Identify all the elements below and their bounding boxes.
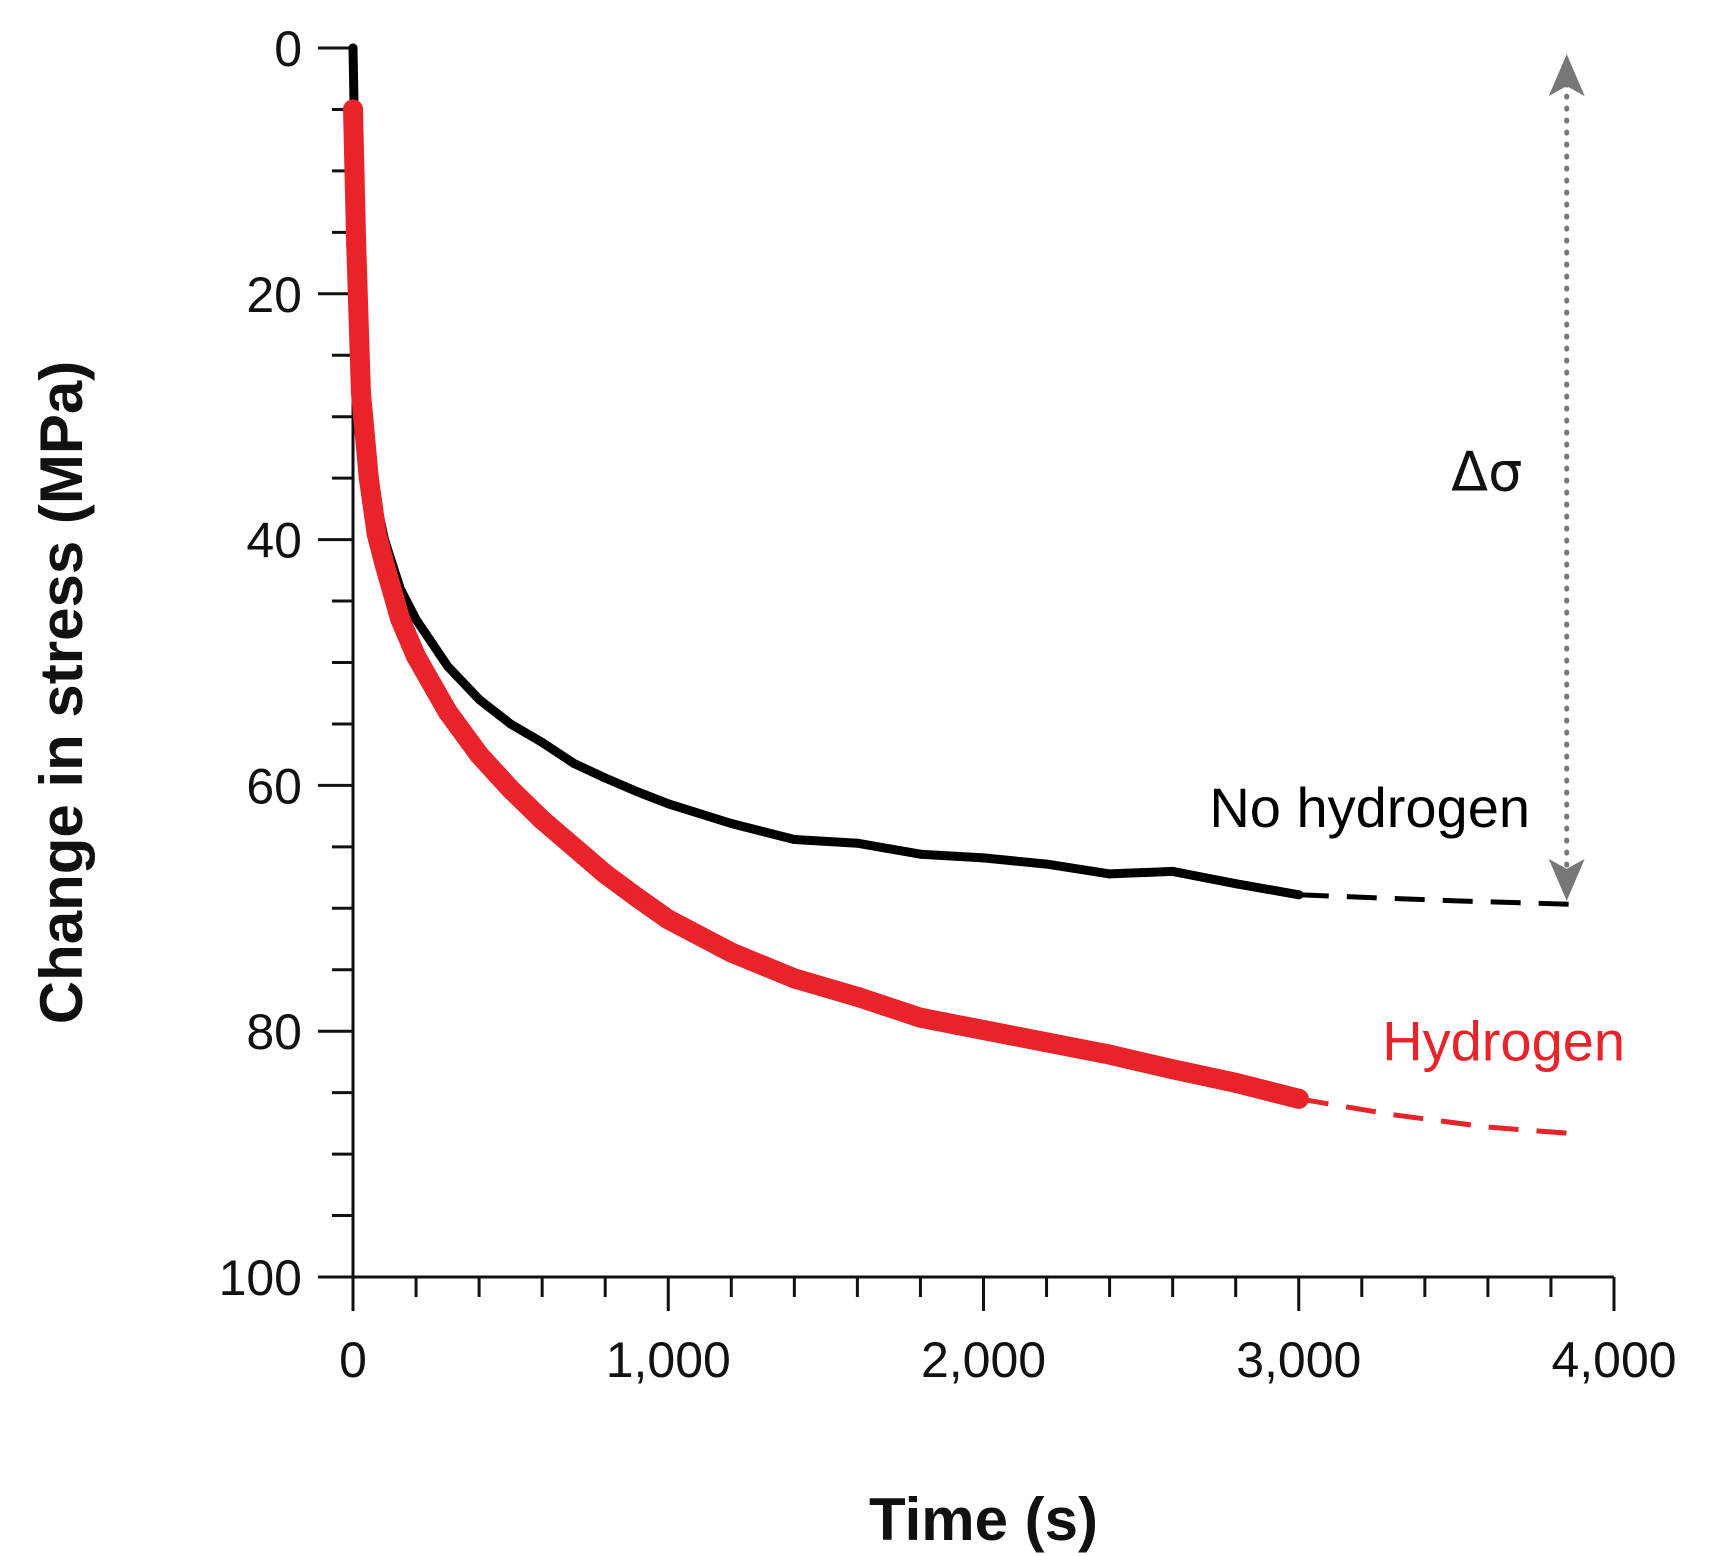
y-tick-label: 20 <box>246 267 302 323</box>
data-point-hydrogen <box>532 809 553 830</box>
data-point-no-hydrogen <box>411 614 421 624</box>
data-point-no-hydrogen <box>1042 859 1052 869</box>
y-tick-label: 0 <box>274 21 302 77</box>
data-point-no-hydrogen <box>663 799 673 809</box>
y-axis-ticks: 0 20 40 60 80 100 <box>219 21 353 1306</box>
data-point-no-hydrogen <box>506 719 516 729</box>
series-label-hydrogen: Hydrogen <box>1382 1010 1625 1073</box>
data-point-hydrogen <box>1099 1044 1120 1065</box>
data-point-hydrogen <box>563 836 584 857</box>
x-axis-ticks: 0 1,000 2,000 3,000 4,000 <box>339 1277 1677 1388</box>
data-point-hydrogen <box>1036 1032 1057 1053</box>
data-point-no-hydrogen <box>537 737 547 747</box>
chart-axes <box>318 46 1614 1279</box>
data-point-no-hydrogen <box>789 834 799 844</box>
data-point-no-hydrogen <box>852 838 862 848</box>
data-point-hydrogen <box>658 909 679 930</box>
x-tick-label: 0 <box>339 1332 367 1388</box>
data-point-no-hydrogen <box>979 853 988 863</box>
arrowhead-up-icon <box>1548 54 1585 97</box>
series-layer <box>343 43 1309 1109</box>
data-point-hydrogen <box>406 646 427 667</box>
data-point-no-hydrogen <box>915 849 925 859</box>
data-point-hydrogen <box>469 744 490 765</box>
x-tick-label: 1,000 <box>606 1332 731 1388</box>
data-point-no-hydrogen <box>474 694 484 704</box>
data-point-no-hydrogen <box>1105 869 1115 879</box>
data-point-hydrogen <box>500 779 521 800</box>
data-point-hydrogen <box>595 863 616 884</box>
data-point-no-hydrogen <box>600 773 610 783</box>
y-axis-title: Change in stress (MPa) <box>28 361 95 1025</box>
data-point-hydrogen <box>350 382 371 403</box>
annotation-layer <box>1548 54 1585 901</box>
data-point-no-hydrogen <box>726 818 736 828</box>
delta-sigma-label: Δσ <box>1451 440 1522 503</box>
data-point-no-hydrogen <box>1168 866 1178 876</box>
data-point-no-hydrogen <box>1231 879 1241 889</box>
data-point-hydrogen <box>973 1019 994 1040</box>
y-tick-label: 100 <box>219 1250 302 1306</box>
data-point-hydrogen <box>1225 1072 1246 1093</box>
data-point-hydrogen <box>346 234 367 255</box>
data-point-hydrogen <box>626 887 647 908</box>
data-point-hydrogen <box>1288 1088 1309 1109</box>
data-point-no-hydrogen <box>348 43 358 53</box>
data-point-hydrogen <box>784 968 805 989</box>
data-point-hydrogen <box>358 468 379 489</box>
data-point-hydrogen <box>721 942 742 963</box>
data-point-hydrogen <box>374 554 395 575</box>
data-point-hydrogen <box>1162 1059 1183 1080</box>
x-axis-title: Time (s) <box>869 1486 1098 1553</box>
y-tick-label: 40 <box>246 513 302 569</box>
y-tick-label: 60 <box>246 758 302 814</box>
extrapolation-no-hydrogen <box>1298 892 1583 908</box>
arrowhead-down-icon <box>1548 858 1585 901</box>
series-line-hydrogen <box>343 99 1309 1109</box>
x-tick-label: 2,000 <box>921 1332 1046 1388</box>
extrapolation-layer <box>1298 892 1583 1137</box>
data-point-no-hydrogen <box>632 787 642 797</box>
data-point-no-hydrogen <box>569 758 579 768</box>
data-point-hydrogen <box>910 1007 931 1028</box>
data-point-hydrogen <box>343 99 363 120</box>
extrapolation-hydrogen <box>1298 1096 1583 1137</box>
x-tick-label: 4,000 <box>1551 1332 1676 1388</box>
data-point-hydrogen <box>437 701 458 722</box>
data-point-hydrogen <box>366 523 387 544</box>
y-tick-label: 80 <box>246 1004 302 1060</box>
data-point-no-hydrogen <box>443 661 453 671</box>
data-point-hydrogen <box>847 986 868 1007</box>
series-label-no-hydrogen: No hydrogen <box>1209 776 1530 839</box>
x-tick-label: 3,000 <box>1236 1332 1361 1388</box>
data-point-hydrogen <box>390 609 411 630</box>
